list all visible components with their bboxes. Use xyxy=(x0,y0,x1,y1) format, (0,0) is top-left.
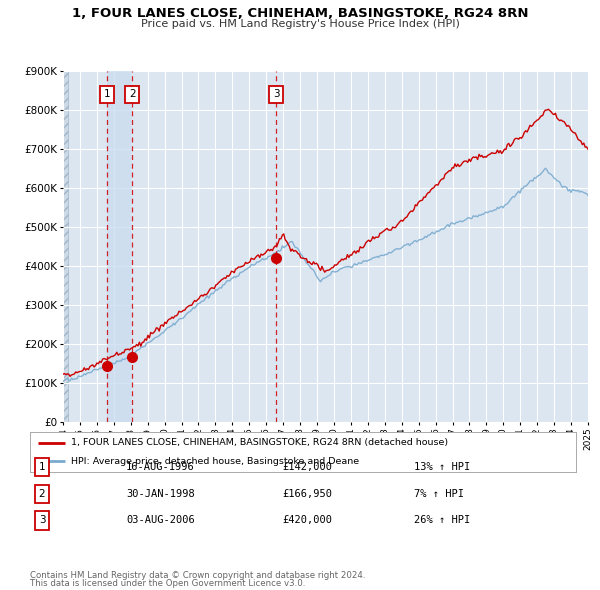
Text: This data is licensed under the Open Government Licence v3.0.: This data is licensed under the Open Gov… xyxy=(30,579,305,588)
Text: HPI: Average price, detached house, Basingstoke and Deane: HPI: Average price, detached house, Basi… xyxy=(71,457,359,466)
Text: 1: 1 xyxy=(104,89,110,99)
Text: 26% ↑ HPI: 26% ↑ HPI xyxy=(414,516,470,525)
Bar xyxy=(63,71,68,422)
Text: Contains HM Land Registry data © Crown copyright and database right 2024.: Contains HM Land Registry data © Crown c… xyxy=(30,571,365,580)
Text: 1: 1 xyxy=(38,463,46,472)
Text: 3: 3 xyxy=(38,516,46,525)
Text: £166,950: £166,950 xyxy=(282,489,332,499)
Text: 2: 2 xyxy=(129,89,136,99)
Text: £420,000: £420,000 xyxy=(282,516,332,525)
Text: 2: 2 xyxy=(38,489,46,499)
Text: 13% ↑ HPI: 13% ↑ HPI xyxy=(414,463,470,472)
Text: 7% ↑ HPI: 7% ↑ HPI xyxy=(414,489,464,499)
Text: 1, FOUR LANES CLOSE, CHINEHAM, BASINGSTOKE, RG24 8RN (detached house): 1, FOUR LANES CLOSE, CHINEHAM, BASINGSTO… xyxy=(71,438,448,447)
Bar xyxy=(107,71,132,422)
Text: 1, FOUR LANES CLOSE, CHINEHAM, BASINGSTOKE, RG24 8RN: 1, FOUR LANES CLOSE, CHINEHAM, BASINGSTO… xyxy=(72,7,528,20)
Text: 30-JAN-1998: 30-JAN-1998 xyxy=(126,489,195,499)
Text: 3: 3 xyxy=(273,89,280,99)
Text: 03-AUG-2006: 03-AUG-2006 xyxy=(126,516,195,525)
Text: £142,000: £142,000 xyxy=(282,463,332,472)
Text: 16-AUG-1996: 16-AUG-1996 xyxy=(126,463,195,472)
Text: Price paid vs. HM Land Registry's House Price Index (HPI): Price paid vs. HM Land Registry's House … xyxy=(140,19,460,29)
Bar xyxy=(63,71,68,422)
